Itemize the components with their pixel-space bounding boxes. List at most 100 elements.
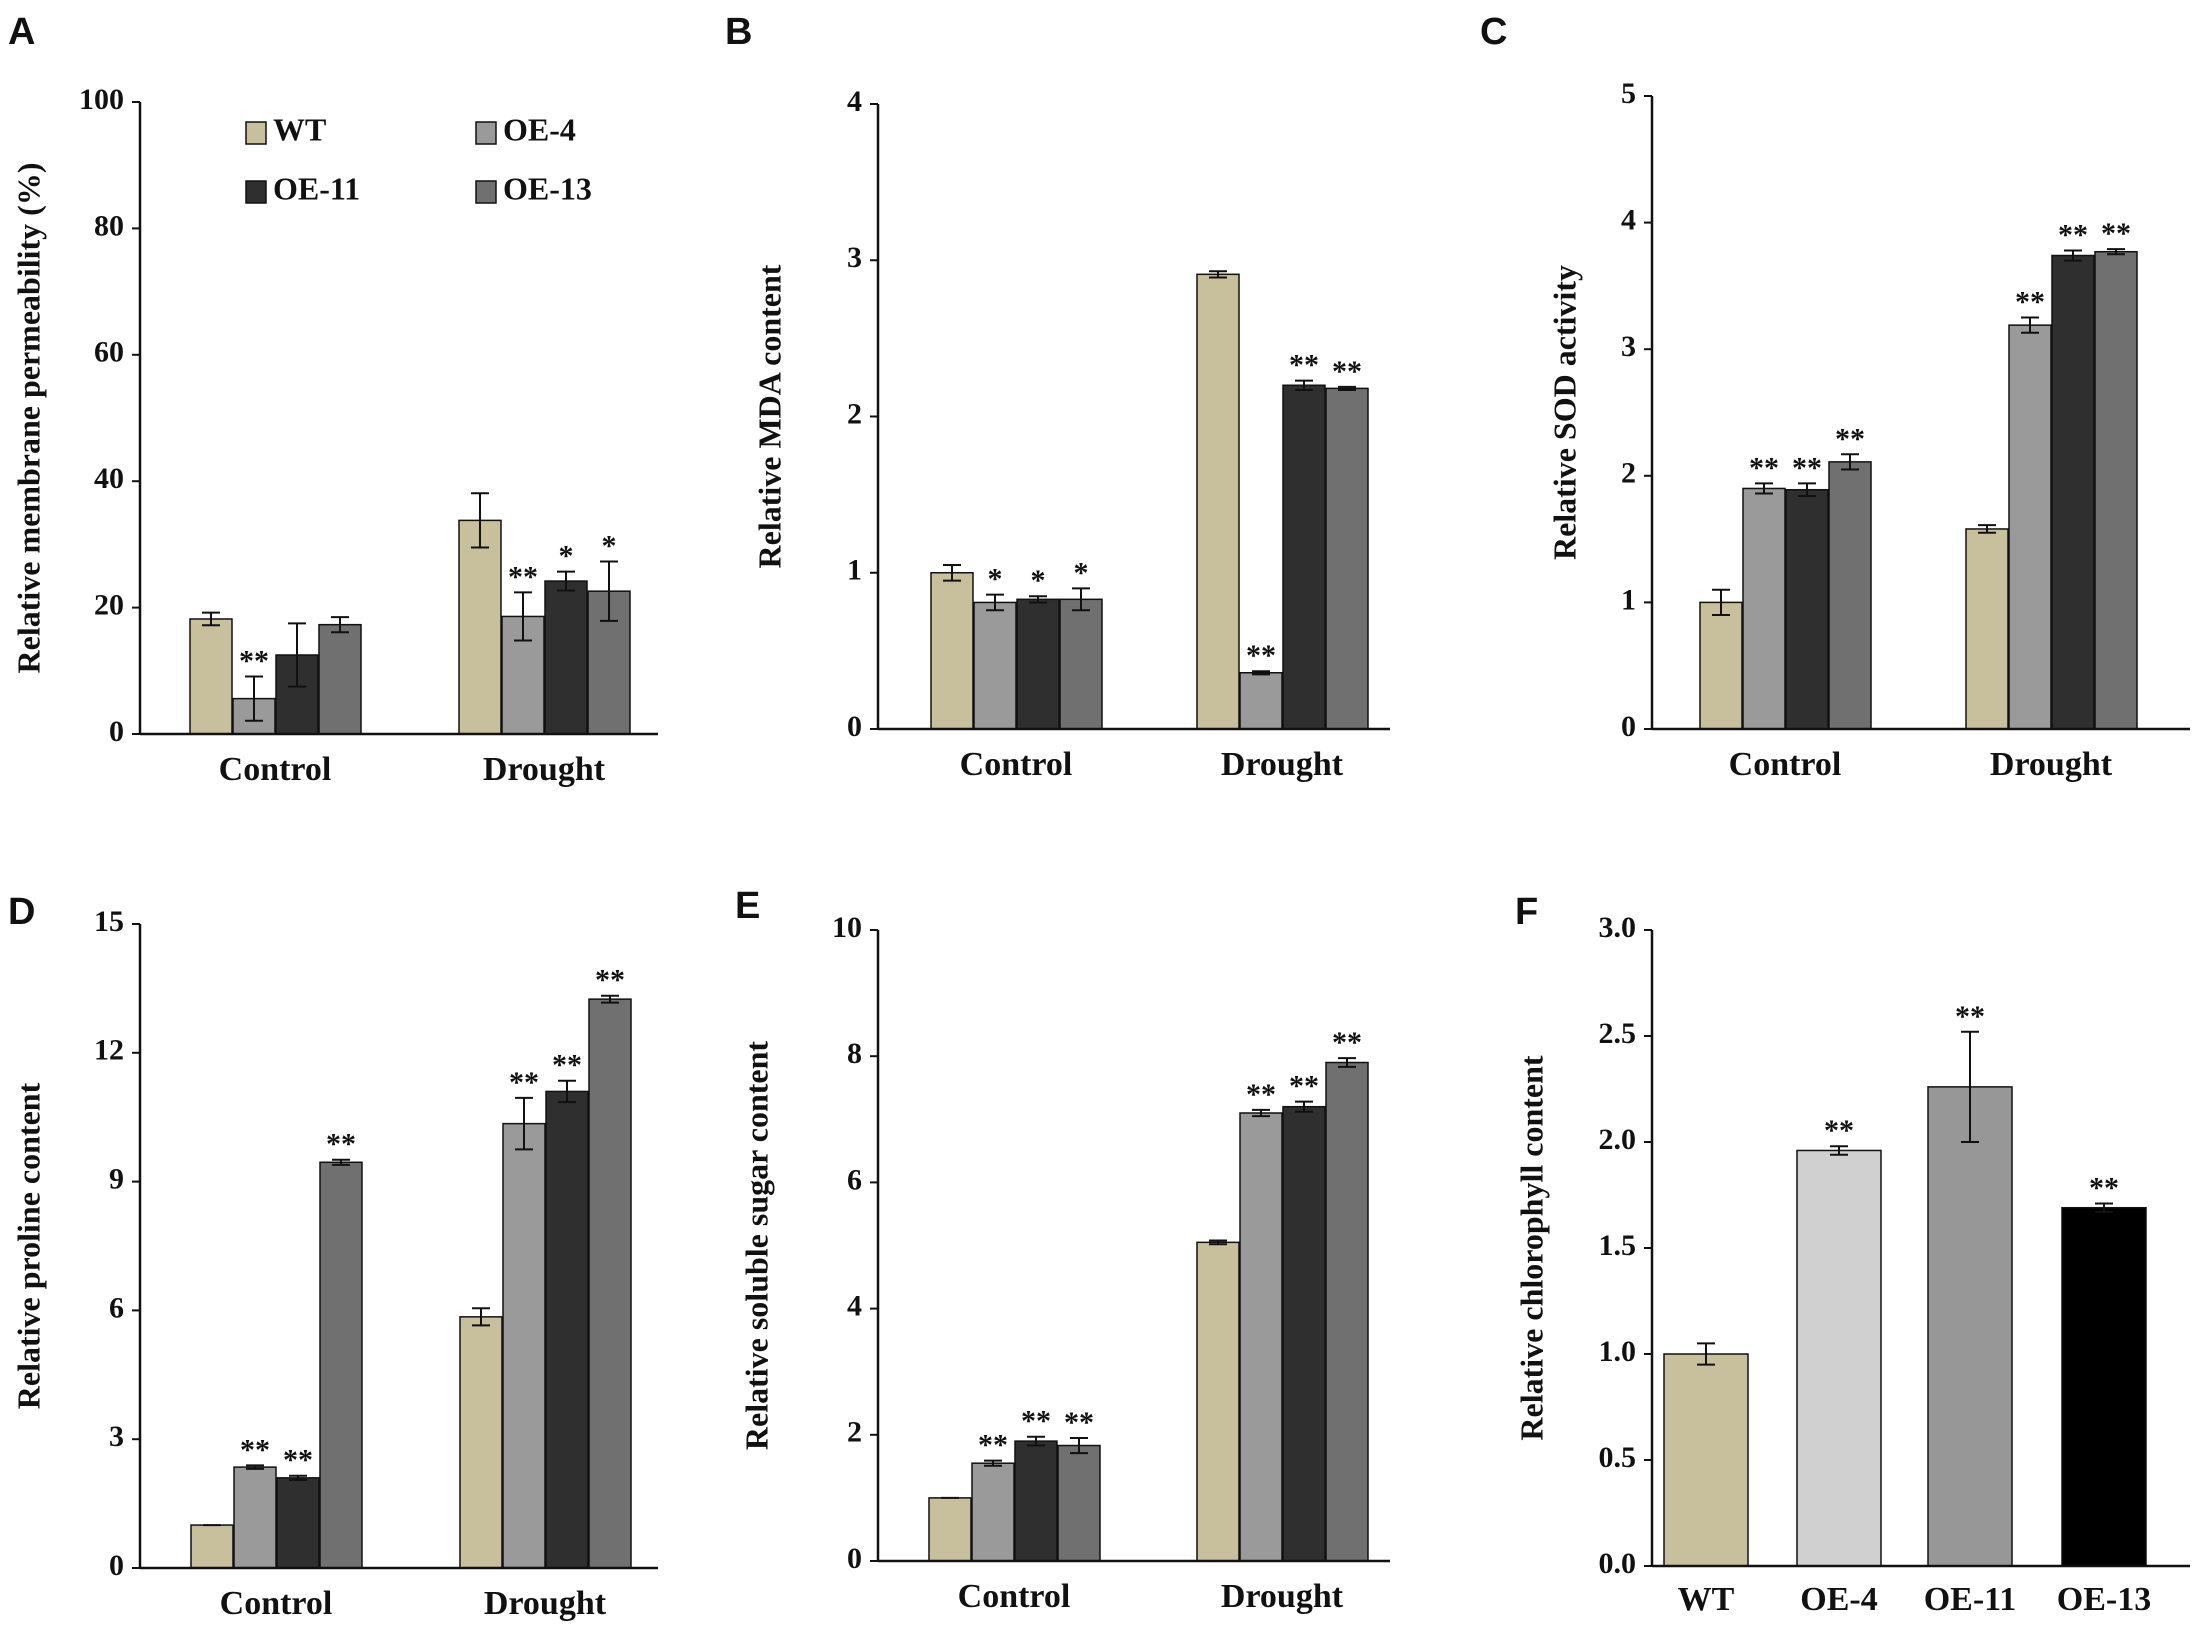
bar bbox=[318, 623, 362, 735]
legend-swatch bbox=[245, 121, 267, 145]
x-category-label: Drought bbox=[484, 1585, 607, 1622]
significance-label: * bbox=[559, 540, 574, 573]
bar bbox=[1796, 1149, 1882, 1567]
legend-label: OE-13 bbox=[503, 170, 592, 206]
y-tick-label: 0 bbox=[847, 1542, 862, 1575]
significance-label: ** bbox=[1749, 451, 1779, 484]
significance-label: ** bbox=[978, 1429, 1008, 1462]
legend: WT OE-4 OE-11 OE-13 bbox=[245, 111, 592, 206]
x-category-label: OE-4 bbox=[1800, 1581, 1877, 1618]
significance-label: ** bbox=[1246, 639, 1276, 672]
y-tick-label: 10 bbox=[832, 911, 862, 944]
x-category-label: Control bbox=[220, 1585, 333, 1622]
significance-label: ** bbox=[239, 644, 269, 677]
significance-label: ** bbox=[2089, 1171, 2119, 1204]
y-tick-label: 3.0 bbox=[1599, 911, 1637, 944]
bar bbox=[2008, 324, 2052, 730]
significance-label: ** bbox=[2101, 217, 2131, 250]
y-tick-label: 2.5 bbox=[1599, 1017, 1637, 1050]
significance-label: ** bbox=[240, 1433, 270, 1466]
significance-label: ** bbox=[326, 1128, 356, 1161]
y-tick-label: 0 bbox=[109, 1549, 124, 1582]
x-category-label: OE-13 bbox=[2057, 1581, 2151, 1618]
x-category-label: Control bbox=[1729, 746, 1842, 783]
bar bbox=[1785, 488, 1829, 730]
bar bbox=[189, 618, 233, 735]
bar bbox=[1699, 601, 1743, 730]
significance-label: * bbox=[1031, 564, 1046, 597]
bar bbox=[1239, 672, 1283, 730]
y-tick-label: 6 bbox=[109, 1291, 124, 1324]
y-tick-label: 3 bbox=[109, 1420, 124, 1453]
y-tick-label: 6 bbox=[847, 1163, 862, 1196]
significance-label: ** bbox=[2015, 286, 2045, 319]
bar bbox=[930, 572, 974, 730]
significance-label: ** bbox=[1246, 1078, 1276, 1111]
y-tick-label: 2 bbox=[847, 397, 862, 430]
significance-label: ** bbox=[1824, 1114, 1854, 1147]
y-tick-label: 0 bbox=[1621, 710, 1636, 743]
significance-label: ** bbox=[1332, 1026, 1362, 1059]
bar bbox=[971, 1462, 1015, 1562]
x-category-label: Drought bbox=[1990, 746, 2113, 783]
bar bbox=[502, 1122, 546, 1569]
y-tick-label: 0 bbox=[109, 715, 124, 748]
y-axis-label: Relative MDA content bbox=[751, 264, 787, 568]
x-category-label: Drought bbox=[1221, 1578, 1344, 1615]
y-tick-label: 1.5 bbox=[1599, 1229, 1637, 1262]
y-tick-label: 12 bbox=[94, 1034, 124, 1067]
legend-label: OE-4 bbox=[503, 111, 576, 147]
significance-label: ** bbox=[509, 1066, 539, 1099]
bar bbox=[544, 580, 588, 735]
panel-letter: C bbox=[1480, 11, 1507, 53]
significance-label: * bbox=[602, 529, 617, 562]
y-tick-label: 80 bbox=[94, 209, 124, 242]
bar bbox=[1742, 487, 1786, 730]
bar bbox=[459, 1316, 503, 1569]
y-tick-label: 3 bbox=[847, 241, 862, 274]
bar bbox=[2051, 254, 2095, 730]
y-tick-label: 0 bbox=[847, 710, 862, 743]
significance-label: ** bbox=[1792, 451, 1822, 484]
significance-label: * bbox=[1074, 556, 1089, 589]
significance-label: ** bbox=[1332, 355, 1362, 388]
y-tick-label: 3 bbox=[1621, 330, 1636, 363]
panel-letter: A bbox=[8, 11, 35, 53]
panel-letter: F bbox=[1515, 891, 1538, 933]
y-tick-label: 4 bbox=[1621, 203, 1636, 236]
significance-label: ** bbox=[283, 1444, 313, 1477]
bar bbox=[1057, 1444, 1101, 1562]
bar bbox=[973, 601, 1017, 730]
bar bbox=[458, 519, 502, 735]
y-axis-label: Relative membrane permeability (%) bbox=[10, 163, 46, 674]
y-tick-label: 0.5 bbox=[1599, 1441, 1637, 1474]
bar bbox=[1239, 1112, 1283, 1562]
bar bbox=[233, 1466, 277, 1569]
y-tick-label: 1.0 bbox=[1599, 1335, 1637, 1368]
legend-swatch bbox=[475, 121, 497, 145]
panel-letter: B bbox=[725, 11, 752, 53]
bar bbox=[545, 1090, 589, 1569]
panel-letter: D bbox=[8, 891, 35, 933]
panel-e: E Relative soluble sugar content 0 2 4 6 8 10 **… bbox=[735, 885, 1390, 1615]
bar bbox=[1663, 1353, 1749, 1567]
x-category-label: Control bbox=[960, 746, 1073, 783]
significance-label: ** bbox=[1289, 1070, 1319, 1103]
x-category-label: Drought bbox=[1221, 746, 1344, 783]
bar bbox=[1014, 1440, 1058, 1562]
significance-label: ** bbox=[508, 560, 538, 593]
bar bbox=[1196, 1241, 1240, 1562]
significance-label: * bbox=[988, 563, 1003, 596]
bar bbox=[928, 1497, 972, 1562]
y-tick-label: 1 bbox=[1621, 583, 1636, 616]
bar bbox=[1965, 528, 2009, 730]
y-tick-label: 2.0 bbox=[1599, 1123, 1637, 1156]
significance-label: ** bbox=[1289, 349, 1319, 382]
bar bbox=[1325, 387, 1369, 730]
bar bbox=[2094, 250, 2138, 730]
y-tick-label: 15 bbox=[94, 905, 124, 938]
y-tick-label: 60 bbox=[94, 336, 124, 369]
panel-f: F Relative chlorophyll content 0.0 0.5 1.0 1.… bbox=[1513, 891, 2190, 1618]
y-tick-label: 5 bbox=[1621, 77, 1636, 110]
